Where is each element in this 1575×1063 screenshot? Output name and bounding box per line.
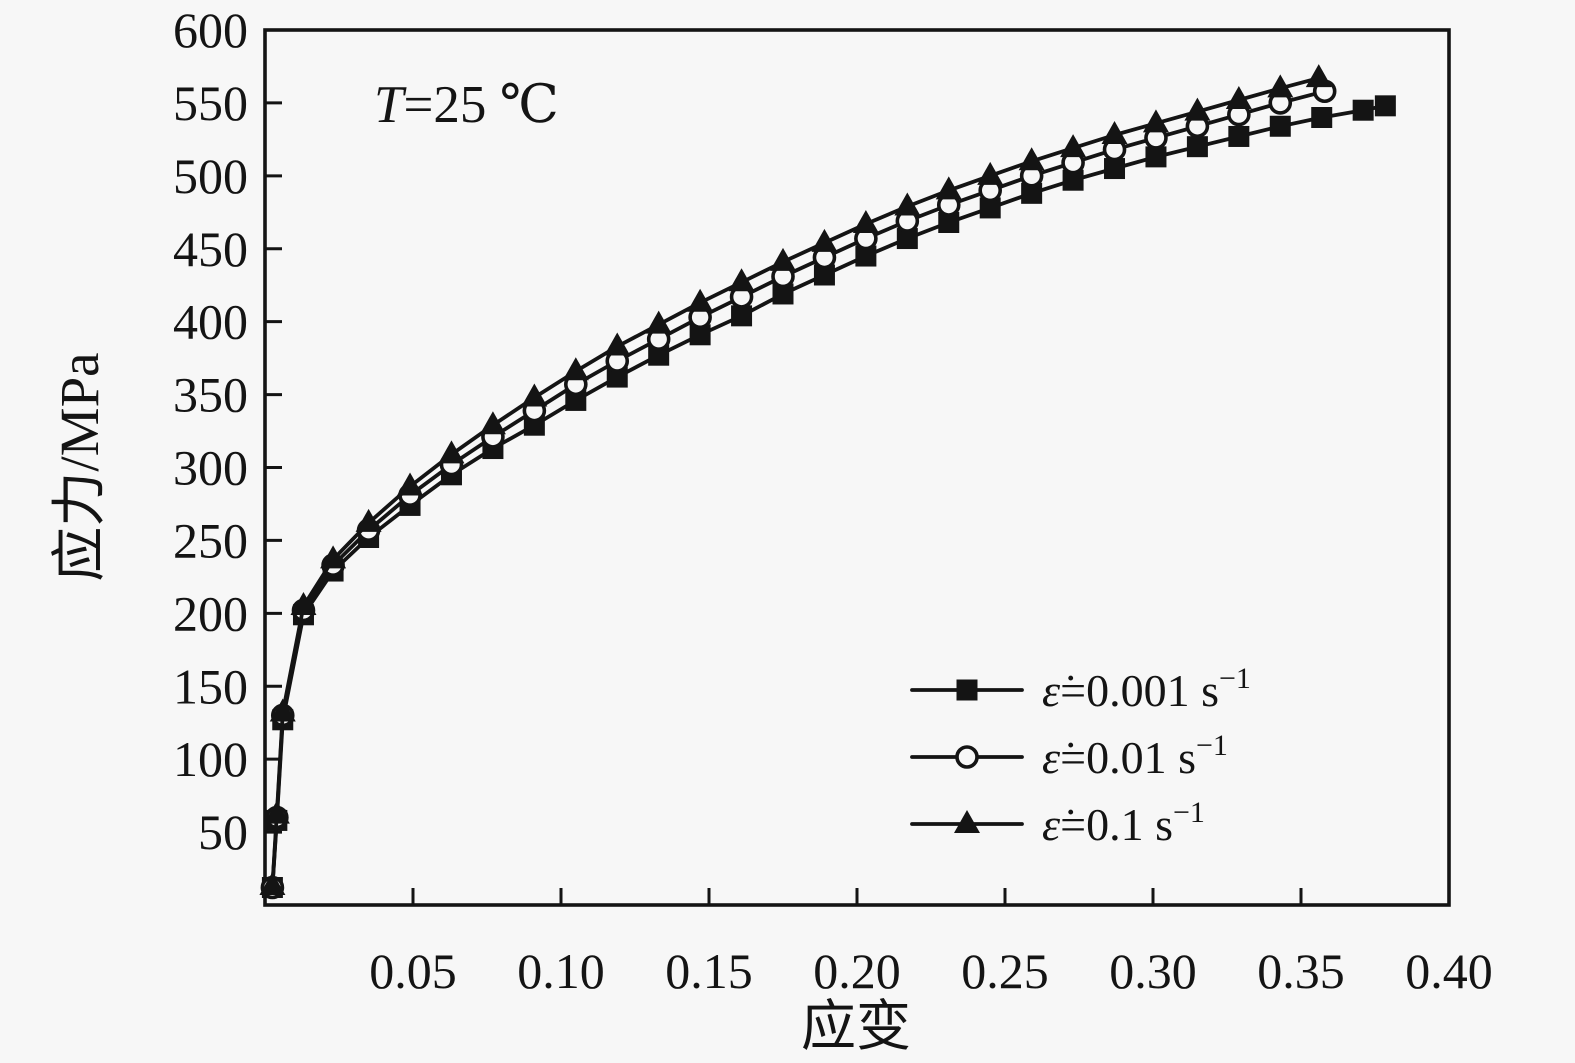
data-point-triangle xyxy=(320,545,347,569)
data-point-square xyxy=(1062,169,1084,191)
x-tick-label: 0.35 xyxy=(1257,943,1345,999)
data-point-triangle xyxy=(894,192,921,216)
data-point-triangle xyxy=(521,383,548,407)
data-point-triangle xyxy=(479,411,506,435)
data-point-triangle xyxy=(1060,134,1087,158)
legend: ε̇=0.001 s−1 ε̇=0.01 s−1 ε̇=0.1 s−1 xyxy=(910,662,1251,850)
legend-label: ε̇=0.1 s−1 xyxy=(1042,796,1205,850)
data-point-triangle xyxy=(770,247,796,271)
data-point-triangle xyxy=(977,161,1004,185)
legend-label: ε̇=0.001 s−1 xyxy=(1042,662,1251,716)
data-point-square xyxy=(938,212,960,233)
y-tick-label: 450 xyxy=(173,221,248,277)
y-tick-label: 600 xyxy=(173,2,248,58)
x-tick-label: 0.25 xyxy=(961,943,1049,999)
data-point-square xyxy=(565,389,587,411)
data-point-square xyxy=(1186,136,1208,158)
data-point-triangle xyxy=(1142,109,1169,133)
y-tick-label: 300 xyxy=(173,440,248,496)
data-point-square xyxy=(813,264,835,286)
axis-ticks: 0.05 0.10 0.15 0.20 0.25 0.30 0.35 0.40 50 100 150… xyxy=(173,2,1493,999)
data-point-square xyxy=(689,324,711,346)
data-point-triangle xyxy=(269,698,296,722)
y-tick-label: 500 xyxy=(173,148,248,204)
data-point-triangle xyxy=(1018,147,1045,171)
data-point-triangle xyxy=(1184,97,1211,121)
legend-label-exponent: −1 xyxy=(1196,729,1228,762)
y-axis-title: 应力/MPa xyxy=(49,352,110,581)
x-tick-label: 0.30 xyxy=(1109,943,1197,999)
legend-item-rate-0.001: ε̇=0.001 s−1 xyxy=(910,662,1251,716)
data-point-square xyxy=(1145,146,1167,168)
filled-triangle-marker-icon xyxy=(954,810,980,833)
x-axis-title: 应变 xyxy=(801,996,911,1057)
data-series xyxy=(259,64,1396,900)
data-point-square xyxy=(1374,95,1396,117)
series-line-0 xyxy=(270,103,1388,890)
data-point-square xyxy=(648,344,670,366)
data-point-square xyxy=(1104,158,1126,180)
legend-label: ε̇=0.01 s−1 xyxy=(1042,729,1228,783)
data-point-square xyxy=(1352,99,1374,121)
data-point-triangle xyxy=(562,357,589,381)
data-point-square xyxy=(1021,182,1043,204)
y-tick-label: 350 xyxy=(173,367,248,423)
annotation-temperature: T=25 ℃ xyxy=(374,76,559,134)
annotation-variable: T xyxy=(374,76,407,134)
data-point-triangle xyxy=(259,872,286,896)
y-tick-label: 200 xyxy=(173,585,248,641)
data-point-triangle xyxy=(290,592,317,616)
data-point-triangle xyxy=(1305,64,1332,88)
data-point-square xyxy=(1311,107,1333,128)
data-point-triangle xyxy=(263,800,290,824)
data-point-triangle xyxy=(645,310,672,334)
data-point-square xyxy=(896,228,918,250)
y-tick-label: 250 xyxy=(173,512,248,568)
data-point-triangle xyxy=(397,472,424,496)
y-tick-label: 550 xyxy=(173,75,248,131)
filled-square-marker-icon xyxy=(956,679,978,701)
legend-item-rate-0.1: ε̇=0.1 s−1 xyxy=(910,796,1205,850)
legend-label-exponent: −1 xyxy=(1219,662,1251,695)
data-point-square xyxy=(979,197,1001,219)
x-tick-label: 0.20 xyxy=(813,943,901,999)
x-tick-label: 0.15 xyxy=(665,943,753,999)
data-point-square xyxy=(1228,125,1250,147)
data-point-triangle xyxy=(438,440,465,464)
data-point-triangle xyxy=(852,209,879,233)
legend-label-value: =0.001 s xyxy=(1060,665,1219,716)
data-point-triangle xyxy=(935,176,962,200)
x-tick-label: 0.10 xyxy=(517,943,605,999)
data-point-triangle xyxy=(811,228,838,252)
data-point-triangle xyxy=(728,268,755,292)
data-point-triangle xyxy=(1267,74,1294,98)
y-tick-label: 400 xyxy=(173,294,248,350)
data-point-triangle xyxy=(1101,121,1128,144)
y-tick-label: 50 xyxy=(198,804,248,860)
data-point-square xyxy=(731,305,753,327)
x-tick-label: 0.40 xyxy=(1405,943,1493,999)
y-tick-label: 150 xyxy=(173,658,248,714)
data-point-triangle xyxy=(1225,86,1252,109)
data-point-square xyxy=(772,283,794,305)
annotation-value: =25 ℃ xyxy=(403,76,558,134)
legend-label-value: =0.1 s xyxy=(1060,799,1173,850)
legend-label-value: =0.01 s xyxy=(1060,732,1196,783)
data-point-triangle xyxy=(687,288,714,312)
data-point-triangle xyxy=(604,332,631,356)
data-point-square xyxy=(606,366,628,388)
open-circle-marker-icon xyxy=(955,745,979,769)
y-tick-label: 100 xyxy=(173,731,248,787)
data-point-square xyxy=(855,245,877,267)
data-point-square xyxy=(1269,115,1291,137)
legend-label-exponent: −1 xyxy=(1173,796,1205,829)
legend-item-rate-0.01: ε̇=0.01 s−1 xyxy=(910,729,1228,783)
data-point-triangle xyxy=(355,508,382,532)
x-tick-label: 0.05 xyxy=(369,943,457,999)
